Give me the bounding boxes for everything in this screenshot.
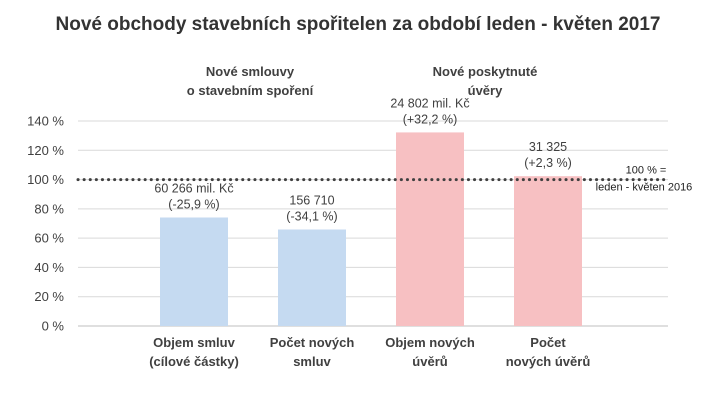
- group-label-line: o stavebním spoření: [186, 83, 314, 98]
- bar: [160, 217, 228, 326]
- x-axis: Objem smluv (cílové částky) Počet nových sm…: [149, 335, 590, 369]
- y-tick-label: 40 %: [34, 260, 64, 275]
- bars: [160, 132, 582, 326]
- category-label: smluv: [293, 354, 331, 369]
- data-label: 156 710: [289, 194, 334, 208]
- reference-line-label: leden - květen 2016: [596, 182, 693, 194]
- bar: [514, 176, 582, 326]
- data-label: 60 266 mil. Kč: [154, 181, 233, 195]
- data-label: (+2,3 %): [524, 156, 572, 170]
- group-label-line: úvěry: [467, 83, 503, 98]
- y-tick-label: 0 %: [42, 319, 65, 334]
- category-label: Objem nových: [385, 335, 475, 350]
- bar: [278, 229, 346, 326]
- data-label: (-25,9 %): [168, 197, 219, 211]
- chart-title: Nové obchody stavebních spořitelen za ob…: [55, 14, 661, 35]
- y-tick-label: 20 %: [34, 289, 64, 304]
- data-label: 31 325: [529, 140, 567, 154]
- data-label: 24 802 mil. Kč: [390, 96, 469, 110]
- bar: [396, 132, 464, 326]
- y-tick-label: 80 %: [34, 201, 64, 216]
- data-labels: 60 266 mil. Kč (-25,9 %) 156 710 (-34,1 %) 2…: [154, 96, 571, 223]
- y-tick-label: 140 %: [27, 114, 64, 129]
- y-tick-label: 60 %: [34, 231, 64, 246]
- y-axis: 0 % 20 % 40 % 60 % 80 % 100 % 120 % 140 %: [27, 114, 64, 334]
- category-label: Objem smluv: [153, 335, 235, 350]
- data-label: (+32,2 %): [403, 112, 458, 126]
- category-label: nových úvěrů: [506, 354, 591, 369]
- reference-line-group: 100 % = leden - květen 2016: [76, 165, 693, 194]
- y-tick-label: 120 %: [27, 143, 64, 158]
- y-tick-label: 100 %: [27, 172, 64, 187]
- group-label-line: Nové poskytnuté: [432, 64, 538, 79]
- group-label-contracts: Nové smlouvy o stavebním spoření: [150, 62, 350, 100]
- group-label-line: Nové smlouvy: [205, 64, 295, 79]
- data-label: (-34,1 %): [286, 210, 337, 224]
- category-label: úvěrů: [412, 354, 447, 369]
- category-label: (cílové částky): [149, 354, 239, 369]
- group-label-loans: Nové poskytnuté úvěry: [385, 62, 585, 100]
- category-label: Počet: [530, 335, 566, 350]
- category-label: Počet nových: [270, 335, 355, 350]
- reference-line-label: 100 % =: [626, 165, 667, 177]
